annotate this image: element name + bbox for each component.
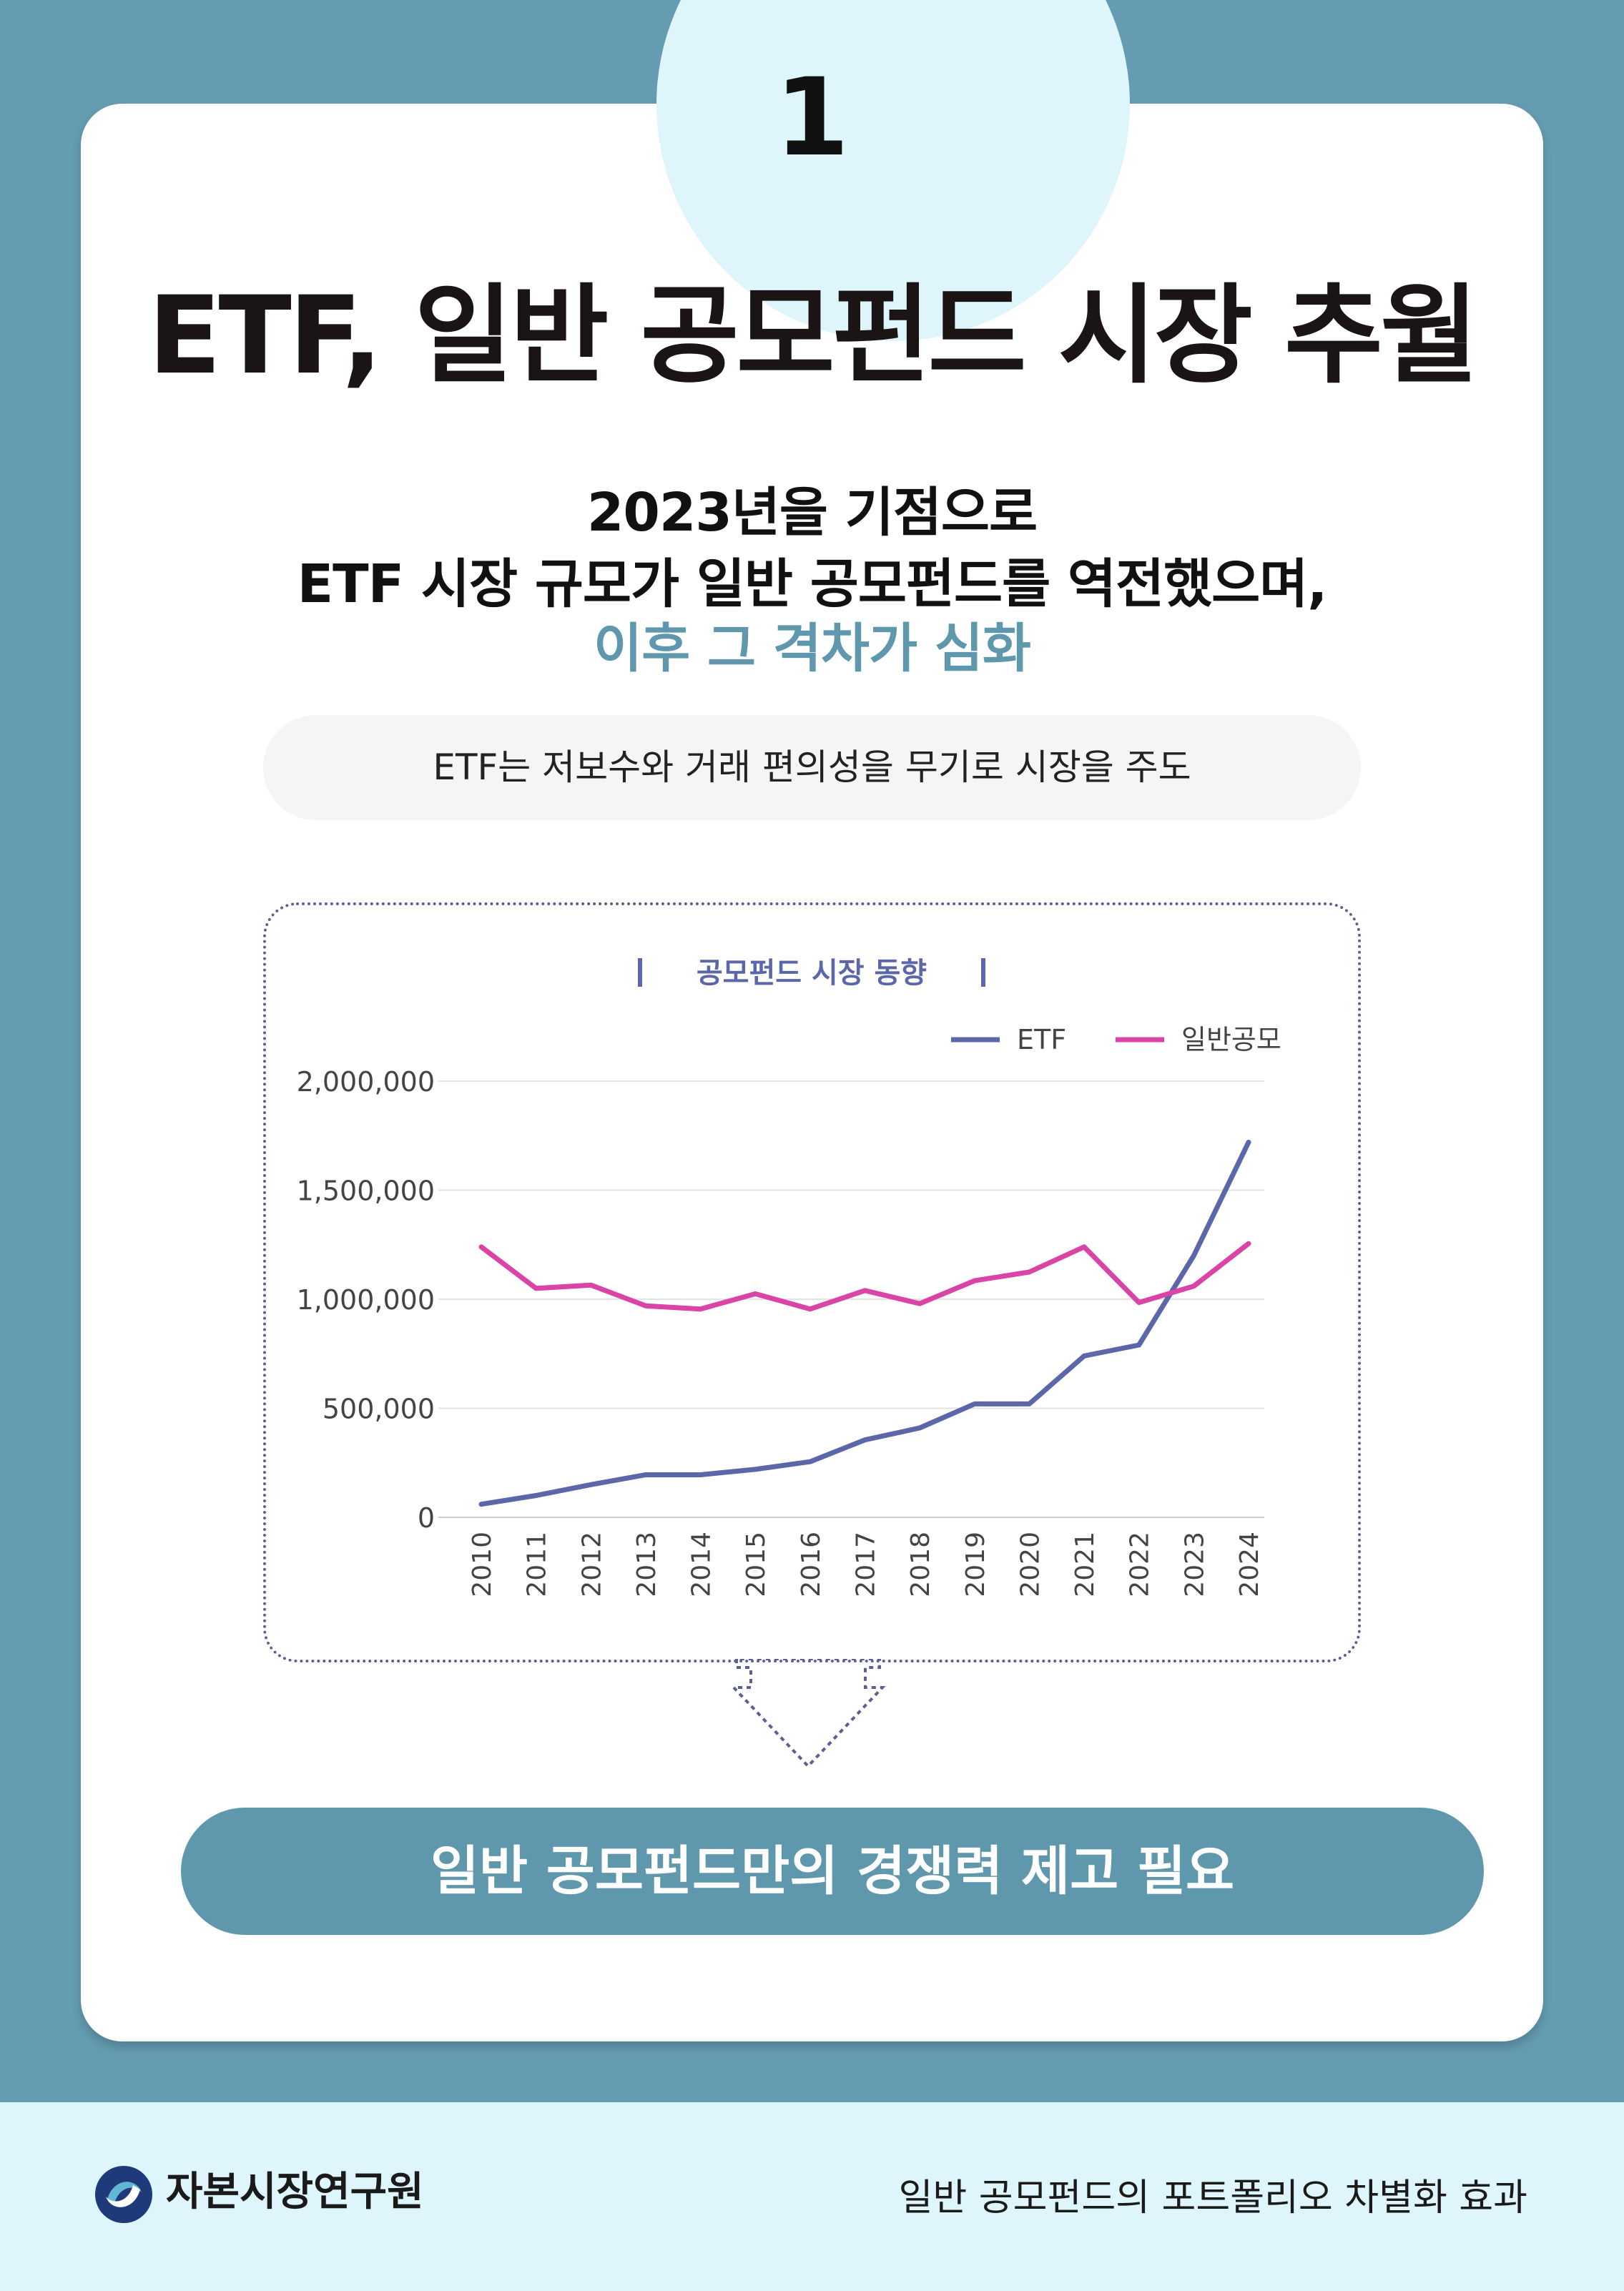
y-tick-label: 500,000 <box>323 1394 435 1425</box>
report-title: 일반 공모펀드의 포트폴리오 차별화 효과 <box>898 2177 1527 2219</box>
footer <box>0 2102 1624 2291</box>
logo-icon <box>95 2166 152 2223</box>
x-tick-label: 2015 <box>742 1532 771 1597</box>
x-tick-label: 2021 <box>1071 1532 1100 1597</box>
x-tick-label: 2019 <box>961 1532 990 1597</box>
step-number: 1 <box>774 56 850 180</box>
main-card <box>81 0 1543 2041</box>
line-chart: 공모펀드 시장 동향 0 500,000 1,000,000 1,500,000 2,0… <box>297 957 1281 1597</box>
chart-title-group: 공모펀드 시장 동향 <box>638 957 985 990</box>
legend-label: ETF <box>1017 1024 1066 1055</box>
y-tick-label: 2,000,000 <box>297 1066 435 1098</box>
note-pill: ETF는 저보수와 거래 편의성을 무기로 시장을 주도 <box>263 715 1361 820</box>
x-tick-label: 2022 <box>1126 1532 1155 1597</box>
x-tick-label: 2023 <box>1180 1532 1209 1597</box>
y-tick-label: 1,500,000 <box>297 1176 435 1207</box>
y-tick-label: 0 <box>418 1502 435 1534</box>
conclusion-banner: 일반 공모펀드만의 경쟁력 제고 필요 <box>181 1808 1484 1935</box>
x-tick-label: 2011 <box>523 1532 552 1597</box>
x-tick-label: 2013 <box>632 1532 661 1597</box>
x-tick-label: 2014 <box>687 1532 717 1597</box>
x-tick-label: 2017 <box>852 1532 881 1597</box>
chart-title-bar-right <box>981 958 985 987</box>
chart-title: 공모펀드 시장 동향 <box>697 957 927 990</box>
grid-lines <box>438 1080 1264 1518</box>
series-lines <box>478 1139 1251 1507</box>
x-tick-label: 2018 <box>906 1532 935 1597</box>
legend: ETF 일반공모 <box>951 1024 1281 1055</box>
chart-title-bar-left <box>638 958 642 987</box>
x-tick-label: 2024 <box>1235 1532 1264 1597</box>
subtitle-line-3: 이후 그 격차가 심화 <box>594 618 1031 679</box>
series-line-etf <box>478 1139 1251 1507</box>
x-tick-labels: 2010 2011 2012 2013 2014 2015 2016 2017 2018 2019… <box>468 1532 1264 1597</box>
series-line-general <box>478 1241 1251 1312</box>
down-arrow-icon <box>730 1659 886 1768</box>
x-tick-label: 2012 <box>577 1532 606 1597</box>
y-tick-label: 1,000,000 <box>297 1284 435 1316</box>
x-tick-label: 2016 <box>797 1532 826 1597</box>
page-title: ETF, 일반 공모펀드 시장 추월 <box>147 274 1479 398</box>
x-tick-label: 2020 <box>1015 1532 1045 1597</box>
subtitle-line-2: ETF 시장 규모가 일반 공모펀드를 역전했으며, <box>297 553 1328 615</box>
y-tick-labels: 0 500,000 1,000,000 1,500,000 2,000,000 <box>297 1066 435 1534</box>
x-tick-label: 2010 <box>468 1532 497 1597</box>
subtitle-line-1: 2023년을 기점으로 <box>586 482 1038 543</box>
org-name: 자본시장연구원 <box>166 2169 424 2215</box>
chart-frame <box>263 902 1361 1662</box>
legend-label: 일반공모 <box>1181 1024 1281 1055</box>
